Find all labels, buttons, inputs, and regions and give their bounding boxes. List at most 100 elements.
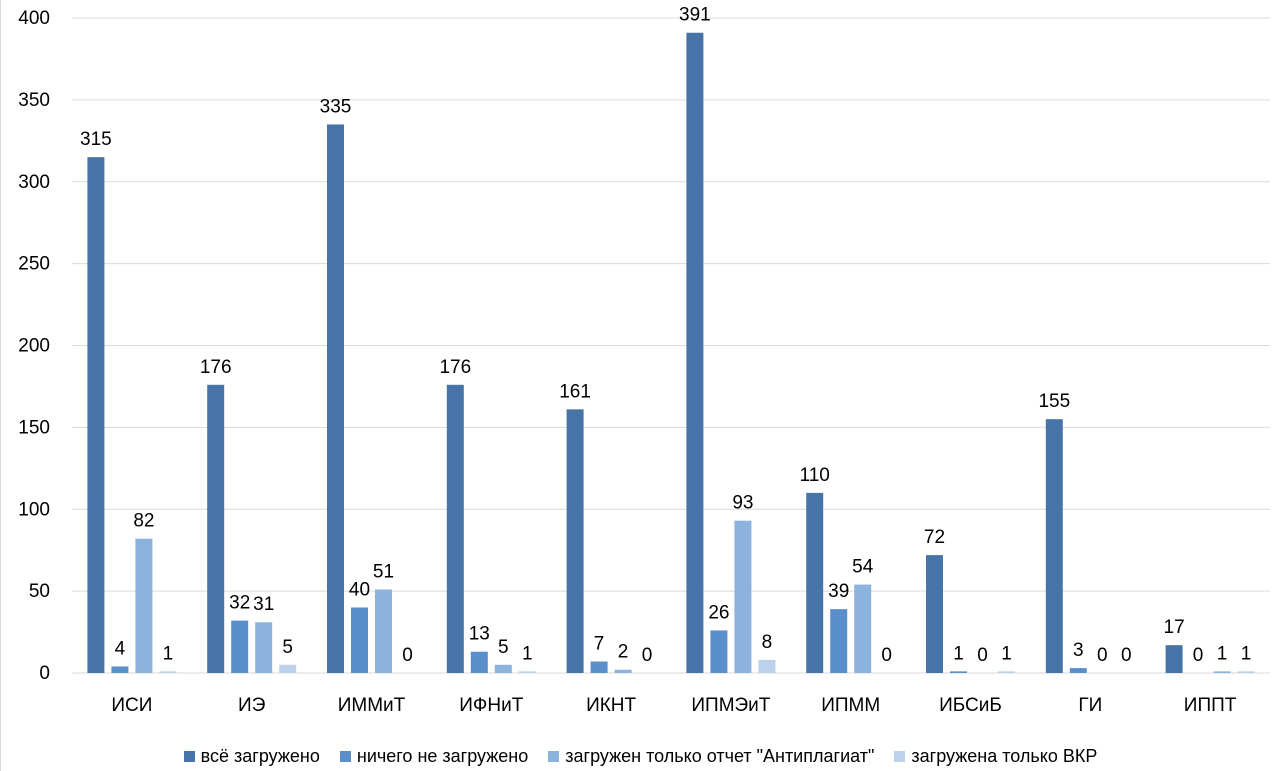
data-label: 176 [200, 357, 232, 378]
bar [758, 659, 776, 673]
data-label: 0 [1193, 645, 1204, 666]
bar [135, 538, 153, 673]
data-label: 1 [953, 643, 964, 664]
bar [207, 384, 225, 673]
x-category-label: ИБСиБ [939, 695, 1002, 716]
bar [231, 620, 249, 673]
bar [375, 589, 392, 673]
data-label: 13 [469, 624, 490, 645]
data-label: 4 [115, 638, 126, 659]
legend-item: ничего не загружено [339, 745, 529, 767]
x-category-label: ИППТ [1184, 695, 1237, 716]
data-label: 82 [133, 511, 154, 532]
bar [1213, 671, 1231, 673]
data-label: 0 [1121, 645, 1132, 666]
x-category-label: ИПММ [821, 695, 880, 716]
legend-label: загружен только отчет "Антиплагиат" [565, 745, 875, 766]
data-label: 5 [498, 637, 509, 658]
x-category-label: ИСИ [111, 695, 152, 716]
bar [1237, 671, 1255, 673]
legend-label: ничего не загружено [356, 745, 529, 766]
bar [327, 124, 344, 673]
data-label: 0 [642, 645, 653, 666]
bar [734, 520, 752, 673]
bar [854, 584, 872, 673]
x-category-label: ГИ [1078, 695, 1102, 716]
data-label: 54 [852, 557, 874, 578]
data-label: 31 [253, 594, 274, 615]
data-label: 0 [977, 645, 988, 666]
data-label: 40 [349, 580, 370, 601]
bar [830, 609, 848, 673]
data-label: 8 [762, 632, 773, 653]
bar [614, 669, 632, 673]
bar [566, 409, 584, 673]
legend-item: всё загружено [183, 745, 320, 767]
bar [926, 555, 943, 673]
bar [1045, 419, 1063, 673]
data-label: 1 [1241, 643, 1252, 664]
data-label: 0 [402, 645, 413, 666]
x-category-label: ИЭ [238, 695, 265, 716]
bar [806, 492, 824, 673]
data-label: 391 [679, 5, 711, 26]
legend-swatch [894, 750, 906, 762]
y-tick-label: 250 [18, 254, 50, 275]
legend-swatch [183, 750, 195, 762]
legend-swatch [548, 750, 560, 762]
data-label: 335 [320, 96, 352, 117]
bar [87, 157, 105, 673]
data-label: 176 [439, 357, 471, 378]
data-label: 32 [229, 593, 250, 614]
bar [710, 630, 728, 673]
bar [351, 607, 368, 673]
bar [494, 664, 512, 673]
bar [446, 384, 464, 673]
bar [998, 671, 1015, 673]
data-label: 161 [559, 381, 591, 402]
data-label: 26 [708, 602, 729, 623]
bar [518, 671, 536, 673]
data-label: 110 [800, 465, 830, 486]
data-label: 93 [732, 493, 753, 514]
x-category-label: ИФНиТ [459, 695, 523, 716]
data-label: 2 [618, 642, 629, 663]
bar [590, 661, 608, 673]
data-label: 39 [828, 581, 849, 602]
data-label: 1 [1001, 643, 1012, 664]
y-tick-label: 300 [18, 172, 50, 193]
data-label: 1 [522, 643, 533, 664]
legend-label: всё загружено [200, 745, 320, 766]
data-label: 17 [1164, 617, 1185, 638]
chart-legend: всё загружено ничего не загружено загружен… [0, 742, 1281, 770]
data-label: 3 [1073, 640, 1084, 661]
y-tick-label: 400 [18, 8, 50, 29]
x-category-label: ИММиТ [338, 695, 406, 716]
y-tick-label: 100 [18, 499, 50, 520]
legend-item: загружен только отчет "Антиплагиат" [548, 746, 874, 767]
data-label: 315 [80, 129, 112, 150]
data-label: 72 [924, 527, 945, 548]
bar [255, 622, 273, 673]
x-category-label: ИКНТ [586, 695, 636, 716]
bar [686, 32, 704, 674]
data-label: 0 [1097, 645, 1108, 666]
y-tick-label: 200 [18, 336, 50, 357]
legend-label: загружена только ВКР [911, 745, 1098, 766]
bar [1165, 645, 1183, 673]
bar [279, 664, 297, 673]
bar [950, 671, 967, 673]
bar [111, 666, 129, 673]
bar [159, 671, 177, 673]
data-label: 7 [594, 634, 605, 655]
chart-frame-edge [0, 0, 1, 771]
y-tick-label: 150 [18, 417, 50, 438]
data-label: 5 [282, 637, 293, 658]
data-label: 0 [881, 645, 892, 666]
y-tick-label: 0 [39, 663, 50, 684]
data-label: 51 [373, 561, 394, 582]
data-label: 1 [1217, 643, 1228, 664]
bar [470, 651, 488, 673]
